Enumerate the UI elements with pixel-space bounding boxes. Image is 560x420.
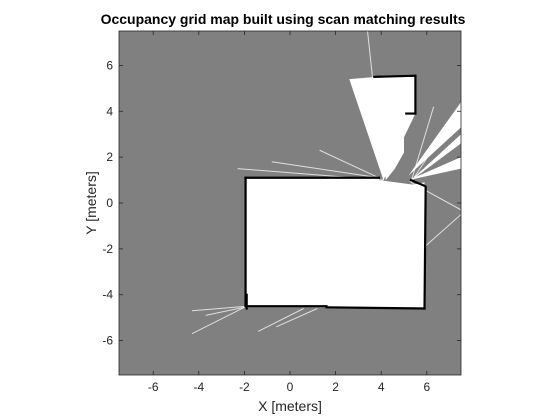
free-ray — [319, 149, 380, 179]
occupied-wall — [423, 185, 427, 310]
free-ray — [257, 308, 304, 332]
y-tick-label: 6 — [106, 58, 113, 72]
x-tick-label: 4 — [378, 380, 385, 394]
chart-title: Occupancy grid map built using scan matc… — [101, 11, 466, 27]
free-region-fan-right-2 — [408, 157, 461, 181]
free-ray — [421, 214, 461, 250]
x-tick-label: -2 — [239, 380, 250, 394]
y-axis-label: Y [meters] — [83, 171, 99, 235]
x-tick-label: 6 — [423, 380, 430, 394]
x-axis-ticks: -6 -4 -2 0 2 4 6 — [148, 31, 430, 394]
y-tick-label: 4 — [106, 104, 113, 118]
free-ray — [191, 305, 247, 335]
y-tick-label: -2 — [102, 242, 113, 256]
free-ray — [367, 31, 384, 181]
y-tick-label: 2 — [106, 150, 113, 164]
x-tick-label: 0 — [287, 380, 294, 394]
y-tick-label: 0 — [106, 196, 113, 210]
free-ray — [276, 308, 318, 328]
free-ray — [410, 106, 461, 183]
map-layer — [191, 31, 461, 335]
x-axis-label: X [meters] — [258, 398, 322, 414]
free-ray — [410, 106, 435, 183]
x-tick-label: -6 — [148, 380, 159, 394]
occupied-wall — [373, 74, 417, 78]
free-ray — [191, 305, 247, 312]
free-ray — [410, 181, 461, 211]
free-ray — [205, 305, 250, 316]
free-region-fan-right-3 — [408, 134, 461, 183]
free-region-fan-right-1 — [408, 102, 461, 176]
plot-area — [118, 30, 462, 376]
free-ray — [271, 161, 379, 179]
y-axis-ticks: -6 -4 -2 0 2 4 6 — [102, 58, 461, 348]
x-tick-label: 2 — [332, 380, 339, 394]
occupied-wall — [409, 178, 426, 188]
free-region-main-room — [246, 177, 425, 309]
free-region-upper-room-box — [374, 76, 416, 181]
y-tick-label: -4 — [102, 288, 113, 302]
x-tick-label: -4 — [193, 380, 204, 394]
y-tick-label: -6 — [102, 334, 113, 348]
occupied-wall — [325, 306, 426, 310]
